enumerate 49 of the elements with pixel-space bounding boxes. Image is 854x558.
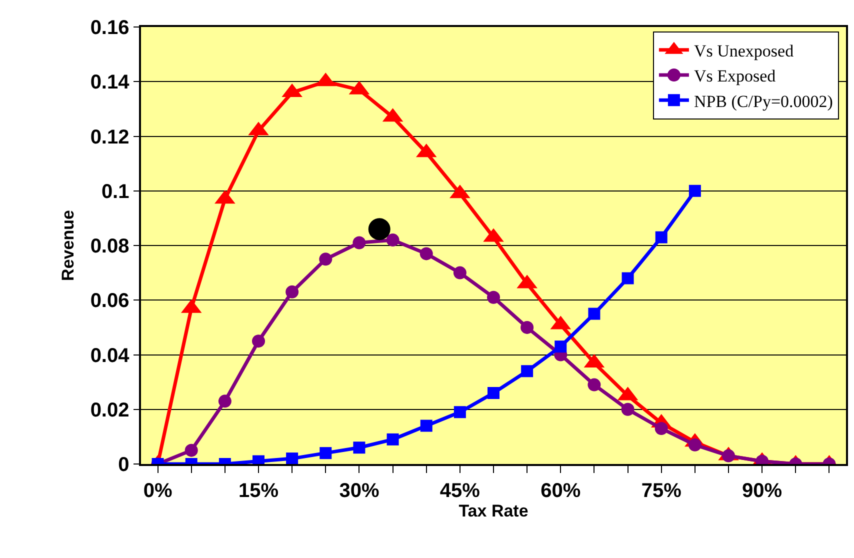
point: [218, 394, 232, 408]
y-tick-label: 0.02: [90, 399, 130, 422]
point: [520, 320, 534, 334]
y-tick-label: 0.14: [90, 72, 130, 94]
point: [588, 378, 601, 392]
y-tick-label: 0.04: [90, 344, 130, 367]
x-tick-label: 60%: [540, 480, 581, 502]
point: [655, 231, 668, 244]
point: [353, 442, 366, 454]
point: [184, 444, 198, 457]
x-tick-label: 0%: [143, 480, 172, 502]
y-tick-label: 0.1: [101, 180, 130, 203]
x-tick-label: 45%: [440, 480, 480, 502]
point: [368, 218, 390, 240]
y-tick-label: 0.06: [90, 290, 130, 312]
point: [252, 334, 265, 348]
point: [286, 452, 298, 464]
point: [286, 285, 299, 298]
point: [420, 420, 432, 432]
point: [622, 272, 634, 284]
point: [654, 422, 668, 435]
point: [420, 247, 433, 260]
point: [386, 433, 399, 446]
point: [688, 184, 701, 197]
x-tick-label: 15%: [238, 480, 279, 502]
x-axis-title: Tax Rate: [458, 502, 528, 521]
point: [319, 252, 332, 266]
point: [521, 365, 534, 378]
y-axis-title: Revenue: [58, 210, 78, 281]
point: [453, 266, 466, 280]
point: [320, 447, 332, 460]
point: [386, 234, 400, 247]
y-tick-label: 0.16: [90, 17, 130, 39]
point: [487, 290, 500, 304]
point: [621, 402, 634, 416]
x-tick-label: 75%: [641, 480, 682, 502]
legend-label: Vs Unexposed: [694, 42, 794, 61]
x-tick-label: 90%: [742, 480, 782, 502]
point: [454, 406, 466, 418]
y-tick-label: 0.12: [90, 126, 130, 148]
legend-label: NPB (C/Py=0.0002): [694, 92, 833, 111]
point: [488, 386, 500, 399]
x-tick-label: 30%: [339, 480, 380, 502]
legend-label: Vs Exposed: [694, 66, 776, 86]
point: [554, 340, 567, 353]
y-tick-label: 0.08: [90, 236, 130, 258]
point: [588, 308, 600, 320]
point: [352, 236, 366, 250]
y-tick-label: 0: [118, 454, 130, 476]
